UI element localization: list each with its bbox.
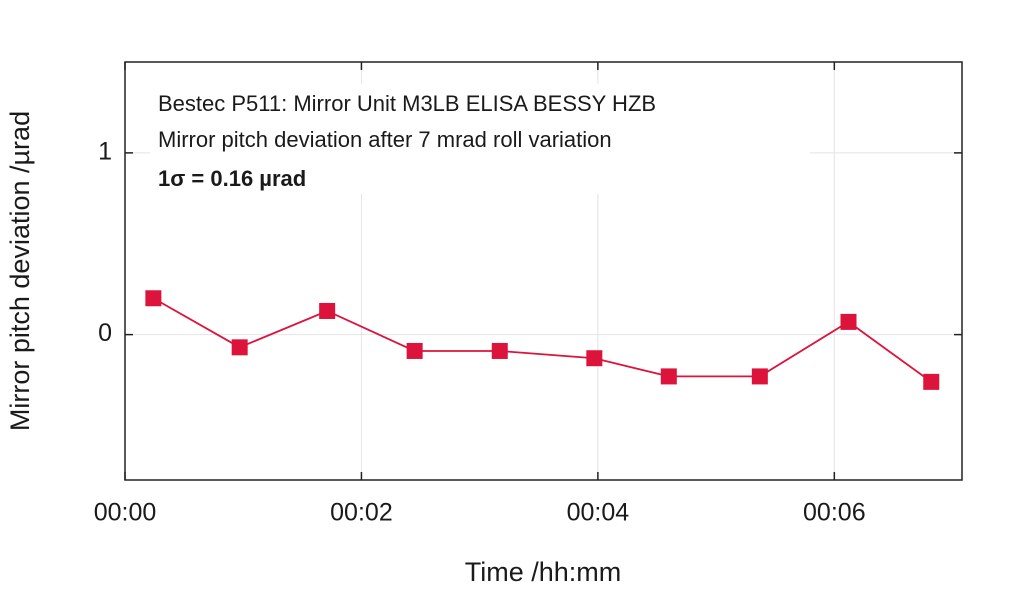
x-axis-label: Time /hh:mm	[465, 557, 622, 587]
data-point	[840, 313, 857, 330]
data-point	[406, 342, 423, 359]
data-point	[145, 290, 162, 307]
x-tick-label: 00:00	[94, 499, 157, 527]
series-line	[152, 297, 932, 383]
data-point	[319, 302, 336, 319]
x-tick-label: 00:02	[330, 499, 393, 527]
data-point	[660, 368, 677, 385]
annotation-background	[150, 84, 810, 194]
y-tick-label: 0	[98, 319, 112, 347]
x-tick-label: 00:04	[567, 499, 630, 527]
data-point	[751, 368, 768, 385]
annotations: Bestec P511: Mirror Unit M3LB ELISA BESS…	[158, 91, 656, 191]
marks: 00:00 00:02 00:04 00:06 0 1	[94, 62, 962, 527]
y-axis-label: Mirror pitch deviation /µrad	[5, 111, 35, 431]
data-point	[231, 339, 248, 356]
annotation: 1σ = 0.16 µrad	[158, 166, 306, 191]
data-point	[586, 350, 603, 367]
x-tick-label: 00:06	[803, 499, 866, 527]
y-tick-label: 1	[98, 137, 112, 165]
plot-frame	[124, 61, 963, 481]
annotation: Mirror pitch deviation after 7 mrad roll…	[158, 127, 612, 152]
data-point	[491, 342, 508, 359]
annotation: Bestec P511: Mirror Unit M3LB ELISA BESS…	[158, 91, 656, 116]
data-point	[923, 373, 940, 390]
